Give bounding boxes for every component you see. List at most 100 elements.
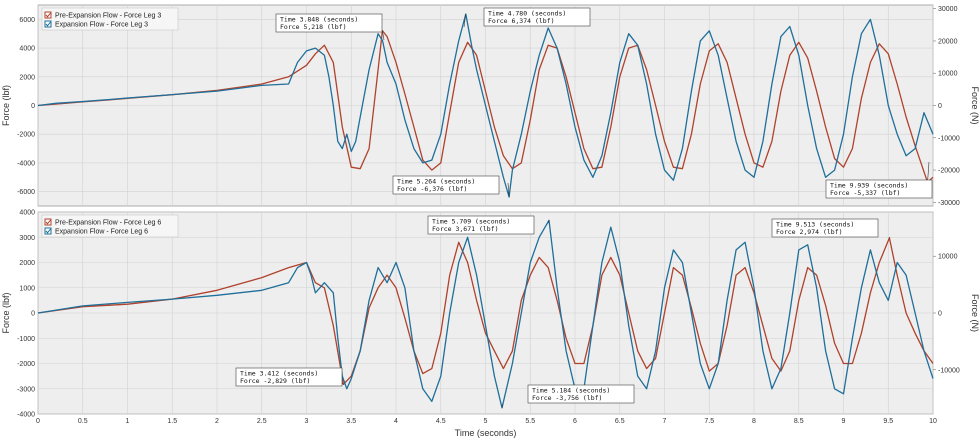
y-tick-label: 0 — [31, 103, 35, 110]
series-line-expansion — [37, 219, 934, 409]
annotation-leader — [507, 182, 510, 198]
x-tick-label: 6 — [573, 418, 577, 425]
legend-swatch — [44, 11, 52, 19]
legend-box — [41, 214, 179, 238]
y2-tick-label: -30000 — [938, 200, 960, 207]
y2-tick-label: 0 — [938, 311, 942, 318]
annotation-leader — [463, 13, 467, 28]
x-tick-label: 0 — [36, 418, 40, 425]
y-tick-label: 4000 — [19, 46, 35, 53]
x-tick-label: 5 — [484, 418, 488, 425]
annotation-force: Force 3,671 (lbf) — [432, 225, 499, 233]
y2-tick-label: -10000 — [938, 367, 960, 374]
annotation-time: Time 5.184 (seconds) — [532, 387, 610, 395]
x-tick-label: 4 — [394, 418, 398, 425]
y-tick-label: -2000 — [17, 132, 35, 139]
annotation-time: Time 3.848 (seconds) — [280, 16, 358, 24]
legend-entry: Pre-Expansion Flow - Force Leg 3 — [55, 13, 161, 20]
x-tick-label: 10 — [929, 418, 937, 425]
y-tick-label: 2000 — [19, 74, 35, 81]
y-tick-label: 4000 — [19, 210, 35, 217]
x-tick-label: 7.5 — [704, 418, 714, 425]
annotation-force: Force -5,337 (lbf) — [830, 189, 900, 197]
y2-tick-label: 20000 — [938, 38, 958, 45]
legend-entry: Pre-Expansion Flow - Force Leg 6 — [55, 220, 161, 227]
annotation-leader — [927, 161, 930, 183]
y-axis-title: Force (lbf) — [1, 85, 11, 126]
y-tick-label: -1000 — [17, 336, 35, 343]
legend-swatch — [44, 227, 52, 235]
legend-check-icon — [45, 228, 51, 234]
x-tick-label: 4.5 — [436, 418, 446, 425]
x-tick-label: 3.5 — [346, 418, 356, 425]
legend-box — [41, 7, 179, 31]
annotation-leader — [547, 220, 550, 224]
annotation-box — [427, 215, 535, 235]
annotation-time: Time 4.780 (seconds) — [488, 10, 566, 18]
annotation-box — [825, 179, 933, 199]
legend-swatch — [44, 218, 52, 226]
y-axis-title: Force (lbf) — [1, 292, 11, 333]
annotation-force: Force -6,376 (lbf) — [397, 185, 467, 193]
annotation-leader — [382, 30, 385, 41]
y2-tick-label: 10000 — [938, 71, 958, 78]
annotation-force: Force 6,374 (lbf) — [488, 17, 555, 25]
x-tick-label: 7 — [663, 418, 667, 425]
annotation-force: Force -3,756 (lbf) — [532, 394, 602, 402]
legend-check-icon — [45, 12, 51, 18]
y-tick-label: 0 — [31, 311, 35, 318]
annotation-box — [527, 384, 635, 404]
x-tick-label: 1 — [126, 418, 130, 425]
annotation-leader — [889, 236, 891, 239]
y-tick-label: 1000 — [19, 285, 35, 292]
x-tick-label: 8 — [752, 418, 756, 425]
y-tick-label: 3000 — [19, 235, 35, 242]
x-tick-label: 1.5 — [167, 418, 177, 425]
x-tick-label: 2.5 — [257, 418, 267, 425]
x-tick-label: 3 — [305, 418, 309, 425]
x-tick-label: 8.5 — [794, 418, 804, 425]
annotation-box — [275, 13, 383, 33]
x-tick-label: 2 — [215, 418, 219, 425]
annotation-force: Force 5,218 (lbf) — [280, 23, 347, 31]
annotation-time: Time 5.264 (seconds) — [397, 178, 475, 186]
annotation-time: Time 5.709 (seconds) — [432, 218, 510, 226]
y-tick-label: -4000 — [17, 160, 35, 167]
legend-check-icon — [45, 21, 51, 27]
y-tick-label: -3000 — [17, 386, 35, 393]
y2-tick-label: -20000 — [938, 168, 960, 175]
x-tick-label: 9 — [842, 418, 846, 425]
y2-tick-label: -10000 — [938, 135, 960, 142]
x-tick-label: 0.5 — [78, 418, 88, 425]
annotation-time: Time 9.939 (seconds) — [830, 182, 908, 190]
annotation-box — [483, 7, 591, 27]
annotation-leader — [501, 403, 504, 408]
legend-swatch — [44, 20, 52, 28]
x-tick-label: 6.5 — [615, 418, 625, 425]
legend-entry: Expansion Flow - Force Leg 6 — [55, 229, 148, 236]
annotation-box — [392, 175, 500, 195]
annotation-time: Time 3.412 (seconds) — [240, 370, 318, 378]
annotation-force: Force 2,974 (lbf) — [776, 228, 843, 236]
y2-axis-title: Force (N) — [970, 294, 980, 332]
annotation-box — [235, 367, 343, 387]
legend-entry: Expansion Flow - Force Leg 3 — [55, 22, 148, 29]
y2-axis-title: Force (N) — [970, 87, 980, 125]
annotation-box — [771, 218, 879, 238]
y2-tick-label: 0 — [938, 103, 942, 110]
y-tick-label: -4000 — [17, 412, 35, 419]
y2-tick-label: 10000 — [938, 254, 958, 261]
x-tick-label: 5.5 — [525, 418, 535, 425]
x-axis-title: Time (seconds) — [455, 428, 517, 438]
y2-tick-label: 30000 — [938, 6, 958, 13]
y-tick-label: 6000 — [19, 17, 35, 24]
x-tick-label: 9.5 — [883, 418, 893, 425]
y-tick-label: 2000 — [19, 260, 35, 267]
y-tick-label: -6000 — [17, 189, 35, 196]
legend-check-icon — [45, 219, 51, 225]
y-tick-label: -2000 — [17, 361, 35, 368]
annotation-time: Time 9.513 (seconds) — [776, 221, 854, 229]
annotation-force: Force -2,829 (lbf) — [240, 377, 310, 385]
